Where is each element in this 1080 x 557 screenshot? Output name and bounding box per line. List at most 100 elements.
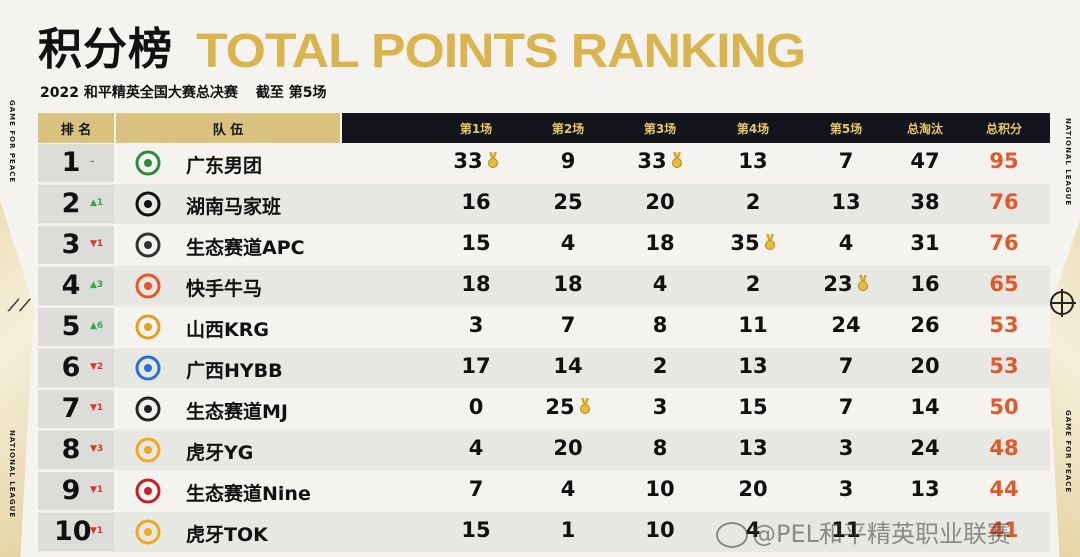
row-background	[38, 307, 1050, 347]
cell-value: 76	[989, 231, 1019, 255]
cell-value: 8	[652, 436, 668, 460]
rank-cell	[38, 390, 114, 428]
header-stats-bar	[342, 113, 1050, 143]
total-points-cell: 95	[964, 149, 1044, 173]
rank-cell	[38, 431, 114, 469]
row-background	[38, 266, 1050, 306]
row-background	[38, 143, 1050, 183]
total-points-cell: 48	[964, 436, 1044, 460]
team-logo-icon	[134, 149, 162, 177]
match-points-cell: 20	[528, 436, 608, 460]
team-name: 广东男团	[186, 155, 263, 177]
cell-value: 41	[989, 518, 1019, 542]
cell-value: 3	[838, 477, 854, 501]
rank-number: 3	[61, 229, 81, 260]
team-logo-icon	[134, 354, 162, 382]
watermark: @PEL和平精英职业联赛	[716, 514, 1011, 549]
cell-value: 65	[989, 272, 1019, 296]
cell-value: 48	[989, 436, 1019, 460]
match-points-cell: 15	[713, 395, 793, 419]
header-match-4: 第4场	[736, 121, 770, 136]
weibo-icon	[716, 522, 748, 548]
cell-value: 24	[831, 313, 861, 337]
match-points-cell: 8	[620, 313, 700, 337]
side-text-left-top: GAME FOR PEACE	[8, 100, 16, 184]
elims-cell: 14	[885, 395, 965, 419]
match-points-cell: 2	[713, 272, 793, 296]
rank-change: ▼1	[90, 239, 104, 249]
team-name: 山西KRG	[186, 319, 269, 341]
page-title-chinese: 积分榜	[38, 24, 173, 75]
cell-value: 13	[738, 149, 768, 173]
match-points-cell: 33	[436, 149, 516, 173]
cell-value: 17	[461, 354, 491, 378]
row-background	[38, 471, 1050, 511]
cell-value: 26	[910, 313, 940, 337]
rank-change: ▼1	[90, 526, 104, 536]
match-points-cell: 7	[528, 313, 608, 337]
side-text-left-bottom: NATIONAL LEAGUE	[8, 430, 16, 519]
match-points-cell: 4	[528, 477, 608, 501]
cell-value: 7	[838, 354, 854, 378]
match-points-cell: 11	[713, 313, 793, 337]
row-background	[38, 430, 1050, 470]
page-subtitle: 2022 和平精英全国大赛总决赛 截至 第5场	[40, 82, 326, 102]
cell-value: 4	[838, 231, 854, 255]
match-points-cell: 0	[436, 395, 516, 419]
row-background	[38, 184, 1050, 224]
match-points-cell: 4	[806, 231, 886, 255]
match-points-cell: 3	[806, 436, 886, 460]
match-points-cell: 20	[713, 477, 793, 501]
cell-value: 7	[838, 149, 854, 173]
cell-value: 4	[468, 436, 484, 460]
rank-number: 5	[61, 311, 81, 342]
rank-change: ▼1	[90, 403, 104, 413]
team-name: 广西HYBB	[186, 360, 283, 382]
cell-value: 47	[910, 149, 940, 173]
cell-value: 3	[838, 436, 854, 460]
match-points-cell: 13	[713, 436, 793, 460]
team-logo-icon	[134, 436, 162, 464]
rank-number: 10	[54, 516, 92, 547]
cell-value: 25	[545, 395, 575, 419]
team-name: 快手牛马	[186, 278, 263, 300]
cell-value: 8	[652, 313, 668, 337]
cell-value: 14	[910, 395, 940, 419]
chicken-dinner-medal-icon	[487, 152, 498, 168]
match-points-cell: 2	[620, 354, 700, 378]
cell-value: 20	[645, 190, 675, 214]
total-points-cell: 65	[964, 272, 1044, 296]
bullet-mark-icon: ⟋⟋	[8, 296, 31, 315]
subtitle-event: 2022 和平精英全国大赛总决赛	[40, 85, 238, 101]
cell-value: 33	[637, 149, 667, 173]
match-points-cell: 9	[528, 149, 608, 173]
team-name: 生态赛道APC	[186, 237, 305, 259]
cell-value: 10	[645, 477, 675, 501]
cell-value: 11	[738, 313, 768, 337]
elims-cell: 26	[885, 313, 965, 337]
cell-value: 2	[745, 272, 761, 296]
match-points-cell: 7	[806, 354, 886, 378]
cell-value: 20	[910, 354, 940, 378]
match-points-cell: 18	[436, 272, 516, 296]
ranking-table: 排 名 队 伍 第1场 第2场 第3场 第4场 第5场 总淘汰 总积分 1– 广东…	[38, 113, 1050, 553]
cell-value: 13	[738, 436, 768, 460]
table-row: 5 ▲6 山西KRG 3 7 8 11 24 26 53	[38, 307, 1050, 348]
cell-value: 50	[989, 395, 1019, 419]
cell-value: 0	[468, 395, 484, 419]
match-points-cell: 7	[436, 477, 516, 501]
match-points-cell: 35	[713, 231, 793, 255]
rank-change: ▲6	[90, 321, 104, 331]
header-elims: 总淘汰	[906, 121, 943, 136]
cell-value: 1	[560, 518, 576, 542]
left-gold-decoration	[0, 200, 34, 557]
match-points-cell: 13	[713, 354, 793, 378]
cell-value: 11	[831, 518, 861, 542]
table-row: 4 ▲3 快手牛马 18 18 4 2 23 16 65	[38, 266, 1050, 307]
cell-value: 95	[989, 149, 1019, 173]
cell-value: 7	[560, 313, 576, 337]
chicken-dinner-medal-icon	[857, 275, 868, 291]
row-background	[38, 348, 1050, 388]
header-rank: 排 名	[38, 113, 114, 143]
